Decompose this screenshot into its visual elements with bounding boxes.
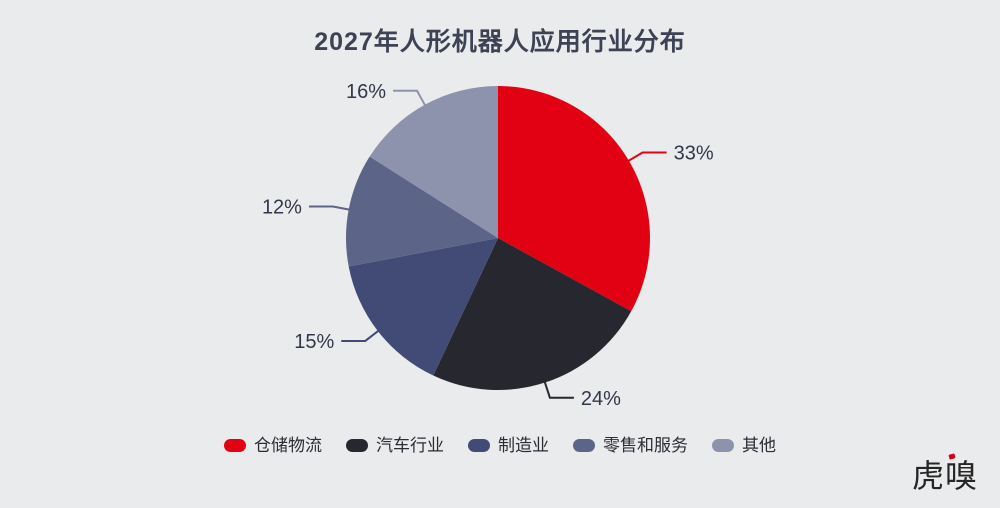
legend-marker-icon [468,439,490,452]
leader-line-零售和服务 [308,205,351,211]
leader-line-汽车行业 [543,380,574,399]
legend-marker-icon [573,439,595,452]
legend-item-零售和服务: 零售和服务 [573,437,688,454]
legend-label: 仓储物流 [254,436,322,455]
legend-item-其他: 其他 [712,437,776,454]
legend-marker-icon [712,439,734,452]
legend-item-汽车行业: 汽车行业 [346,437,444,454]
legend: 仓储物流 汽车行业 制造业 零售和服务 其他 [0,437,1000,454]
leader-line-制造业 [341,329,381,342]
logo-text: 虎嗅 [911,458,978,494]
legend-marker-icon [224,439,246,452]
pie-percent-label-汽车行业: 24% [581,388,621,410]
pie-percent-label-制造业: 15% [294,331,334,353]
legend-label: 汽车行业 [376,436,444,455]
legend-label: 制造业 [498,436,549,455]
legend-label: 其他 [742,436,776,455]
legend-item-仓储物流: 仓储物流 [224,437,322,454]
pie-percent-label-仓储物流: 33% [674,142,714,164]
pie-percent-label-零售和服务: 12% [262,197,302,219]
legend-label: 零售和服务 [603,436,688,455]
chart-title: 2027年人形机器人应用行业分布 [314,28,686,56]
pie-slice-制造业 [348,238,498,376]
legend-marker-icon [346,439,368,452]
leader-line-其他 [393,89,427,108]
legend-item-制造业: 制造业 [468,437,549,454]
pie-slice-零售和服务 [346,156,498,267]
pie-slice-其他 [369,86,498,238]
pie-slice-仓储物流 [498,86,650,312]
huxiu-logo: 虎嗅 [911,453,978,494]
leader-line-仓储物流 [626,151,667,163]
pie-percent-label-其他: 16% [346,81,386,103]
pie-slice-汽车行业 [433,238,632,390]
